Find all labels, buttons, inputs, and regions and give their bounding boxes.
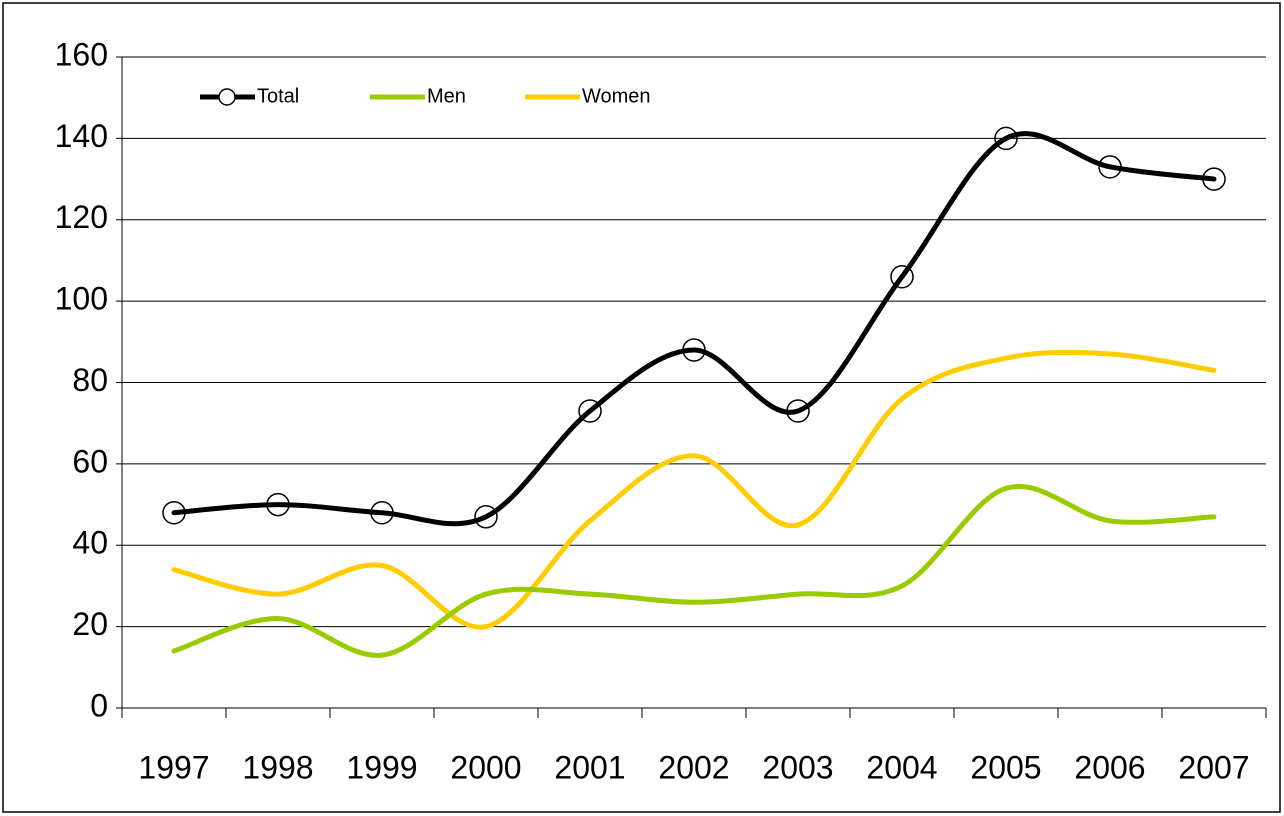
point-marker — [474, 505, 498, 529]
point-marker — [1098, 155, 1122, 179]
legend-label: Women — [582, 85, 651, 107]
series-line — [171, 484, 1217, 658]
y-tick-label: 60 — [72, 443, 108, 479]
legend-label: Men — [427, 85, 466, 107]
x-tick-label: 1999 — [346, 749, 417, 785]
point-marker — [786, 399, 810, 423]
x-tick-label: 2004 — [866, 749, 937, 785]
y-tick-label: 100 — [55, 281, 108, 317]
x-tick-label: 2003 — [762, 749, 833, 785]
x-tick-label: 2000 — [450, 749, 521, 785]
x-tick-label: 2001 — [554, 749, 625, 785]
y-tick-label: 80 — [72, 362, 108, 398]
point-marker — [370, 500, 394, 525]
y-tick-label: 20 — [72, 606, 108, 642]
x-tick-label: 1998 — [242, 749, 313, 785]
point-marker — [578, 399, 602, 423]
x-tick-label: 1997 — [138, 749, 209, 785]
legend-label: Total — [257, 85, 299, 107]
y-tick-label: 0 — [90, 687, 108, 723]
y-tick-label: 120 — [55, 199, 108, 235]
y-tick-label: 140 — [55, 118, 108, 154]
point-marker — [1202, 167, 1226, 191]
x-tick-label: 2007 — [1178, 749, 1249, 785]
y-tick-label: 160 — [55, 36, 108, 72]
series-line — [171, 349, 1217, 630]
series-line — [171, 131, 1217, 527]
x-tick-label: 2002 — [658, 749, 729, 785]
legend-marker — [218, 88, 236, 106]
x-tick-label: 2005 — [970, 749, 1041, 785]
point-marker — [890, 264, 914, 289]
point-marker — [266, 492, 290, 517]
y-tick-label: 40 — [72, 525, 108, 561]
point-marker — [162, 500, 186, 525]
point-marker — [682, 338, 706, 362]
x-tick-label: 2006 — [1074, 749, 1145, 785]
point-marker — [994, 126, 1018, 151]
